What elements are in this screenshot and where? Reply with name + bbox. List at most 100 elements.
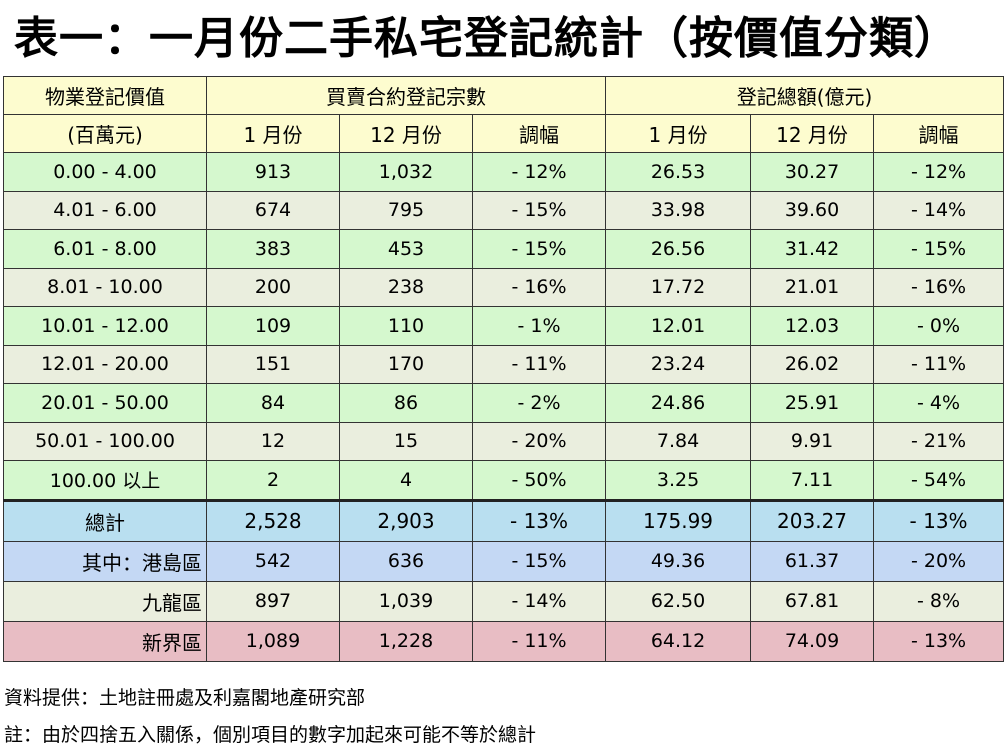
table-cell: - 15% (471, 229, 607, 269)
row-label: 新界區 (3, 620, 207, 662)
table-cell: 1,228 (339, 620, 473, 662)
table-cell: 109 (206, 306, 340, 346)
table-cell: 2,528 (206, 498, 340, 542)
table-cell: - 15% (471, 540, 607, 582)
table-cell: 21.01 (750, 267, 875, 307)
table-cell: 39.60 (750, 190, 875, 230)
row-label: 10.01 - 12.00 (3, 306, 207, 346)
table-cell: 17.72 (605, 267, 752, 307)
table-cell: - 16% (471, 267, 607, 307)
header-value-range: 物業登記價值 (3, 76, 207, 115)
table-cell: - 11% (471, 344, 607, 384)
table-cell: 26.02 (750, 344, 875, 384)
table-cell: 897 (206, 580, 340, 622)
table-cell: - 21% (873, 421, 1005, 461)
table-cell: 62.50 (605, 580, 752, 622)
table-cell: - 14% (873, 190, 1005, 230)
remark-note: 註：由於四捨五入關係，個別項目的數字加起來可能不等於總計 (4, 724, 537, 746)
row-label: 4.01 - 6.00 (3, 190, 207, 230)
table-cell: - 8% (873, 580, 1005, 622)
header-row-2: (百萬元) 1 月份 12 月份 調幅 1 月份 12 月份 調幅 (3, 114, 1005, 153)
table-cell: 795 (339, 190, 473, 230)
table-cell: 67.81 (750, 580, 875, 622)
table-cell: 12.01 (605, 306, 752, 346)
table-cell: 12 (206, 421, 340, 461)
table-cell: 25.91 (750, 383, 875, 423)
table-row: 20.01 - 50.00 84 86- 2% 24.86 25.91- 4% (3, 383, 1005, 423)
table-cell: 1,032 (339, 152, 473, 192)
table-cell: 33.98 (605, 190, 752, 230)
table-cell: - 13% (873, 620, 1005, 662)
table-cell: 110 (339, 306, 473, 346)
table-cell: 24.86 (605, 383, 752, 423)
source-note: 資料提供：土地註冊處及利嘉閣地產研究部 (4, 687, 366, 709)
table-cell: 674 (206, 190, 340, 230)
table-cell: 26.53 (605, 152, 752, 192)
row-label: 6.01 - 8.00 (3, 229, 207, 269)
table-cell: 64.12 (605, 620, 752, 662)
table-cell: 74.09 (750, 620, 875, 662)
table-cell: 542 (206, 540, 340, 582)
header-sub: 1 月份 (206, 114, 340, 153)
table-cell: 30.27 (750, 152, 875, 192)
table-row: 8.01 - 10.00 200 238- 16% 17.72 21.01- 16% (3, 267, 1005, 307)
table-cell: 175.99 (605, 498, 752, 542)
table-cell: 31.42 (750, 229, 875, 269)
row-label: 0.00 - 4.00 (3, 152, 207, 192)
header-sub: 調幅 (471, 114, 607, 153)
table-cell: 4 (339, 460, 473, 501)
table-cell: - 20% (873, 540, 1005, 582)
table-row: 50.01 - 100.00 12 15- 20% 7.84 9.91- 21% (3, 421, 1005, 461)
table-row: 12.01 - 20.00 151 170- 11% 23.24 26.02- 11% (3, 344, 1005, 384)
table-cell: - 11% (873, 344, 1005, 384)
table-cell: 203.27 (750, 498, 875, 542)
table-cell: 26.56 (605, 229, 752, 269)
table-cell: 7.84 (605, 421, 752, 461)
table-cell: - 15% (471, 190, 607, 230)
table-cell: 636 (339, 540, 473, 582)
table-cell: - 50% (471, 460, 607, 501)
row-label: 總計 (3, 498, 207, 542)
table-cell: 23.24 (605, 344, 752, 384)
row-label: 九龍區 (3, 580, 207, 622)
table-row: 4.01 - 6.00 674 795- 15% 33.98 39.60- 14% (3, 190, 1005, 230)
page-title: 表一：一月份二手私宅登記統計（按價值分類） (14, 13, 959, 64)
table-cell: - 16% (873, 267, 1005, 307)
table-row: 總計 2,528 2,903- 13% 175.99 203.27- 13% (3, 498, 1005, 542)
table-cell: 238 (339, 267, 473, 307)
table-row: 100.00 以上 2 4- 50% 3.25 7.11- 54% (3, 460, 1005, 501)
table-cell: - 11% (471, 620, 607, 662)
header-sub: 12 月份 (339, 114, 473, 153)
table-cell: 1,089 (206, 620, 340, 662)
table-row: 其中：港島區 542 636- 15% 49.36 61.37- 20% (3, 540, 1005, 582)
table-cell: - 1% (471, 306, 607, 346)
row-label: 100.00 以上 (3, 460, 207, 501)
table-cell: - 54% (873, 460, 1005, 501)
table-cell: 913 (206, 152, 340, 192)
row-label: 20.01 - 50.00 (3, 383, 207, 423)
table-cell: 49.36 (605, 540, 752, 582)
header-sub: 調幅 (873, 114, 1005, 153)
header-transactions: 買賣合約登記宗數 (205, 76, 607, 115)
table-cell: 453 (339, 229, 473, 269)
table-cell: - 12% (873, 152, 1005, 192)
table-cell: - 20% (471, 421, 607, 461)
table-cell: - 13% (471, 498, 607, 542)
table-row: 10.01 - 12.00 109 110- 1% 12.01 12.03- 0% (3, 306, 1005, 346)
table-cell: - 12% (471, 152, 607, 192)
table-row: 0.00 - 4.00 913 1,032- 12% 26.53 30.27- 12% (3, 152, 1005, 192)
table-cell: 15 (339, 421, 473, 461)
table-cell: 170 (339, 344, 473, 384)
table-cell: 3.25 (605, 460, 752, 501)
header-sub: 1 月份 (605, 114, 752, 153)
table-cell: - 4% (873, 383, 1005, 423)
table-cell: 2 (206, 460, 340, 501)
table-cell: 84 (206, 383, 340, 423)
table-cell: 12.03 (750, 306, 875, 346)
table-cell: 200 (206, 267, 340, 307)
table-row: 6.01 - 8.00 383 453- 15% 26.56 31.42- 15% (3, 229, 1005, 269)
table-cell: - 15% (873, 229, 1005, 269)
table-cell: 7.11 (750, 460, 875, 501)
header-amount: 登記總額(億元) (605, 76, 1005, 115)
table-cell: 2,903 (339, 498, 473, 542)
